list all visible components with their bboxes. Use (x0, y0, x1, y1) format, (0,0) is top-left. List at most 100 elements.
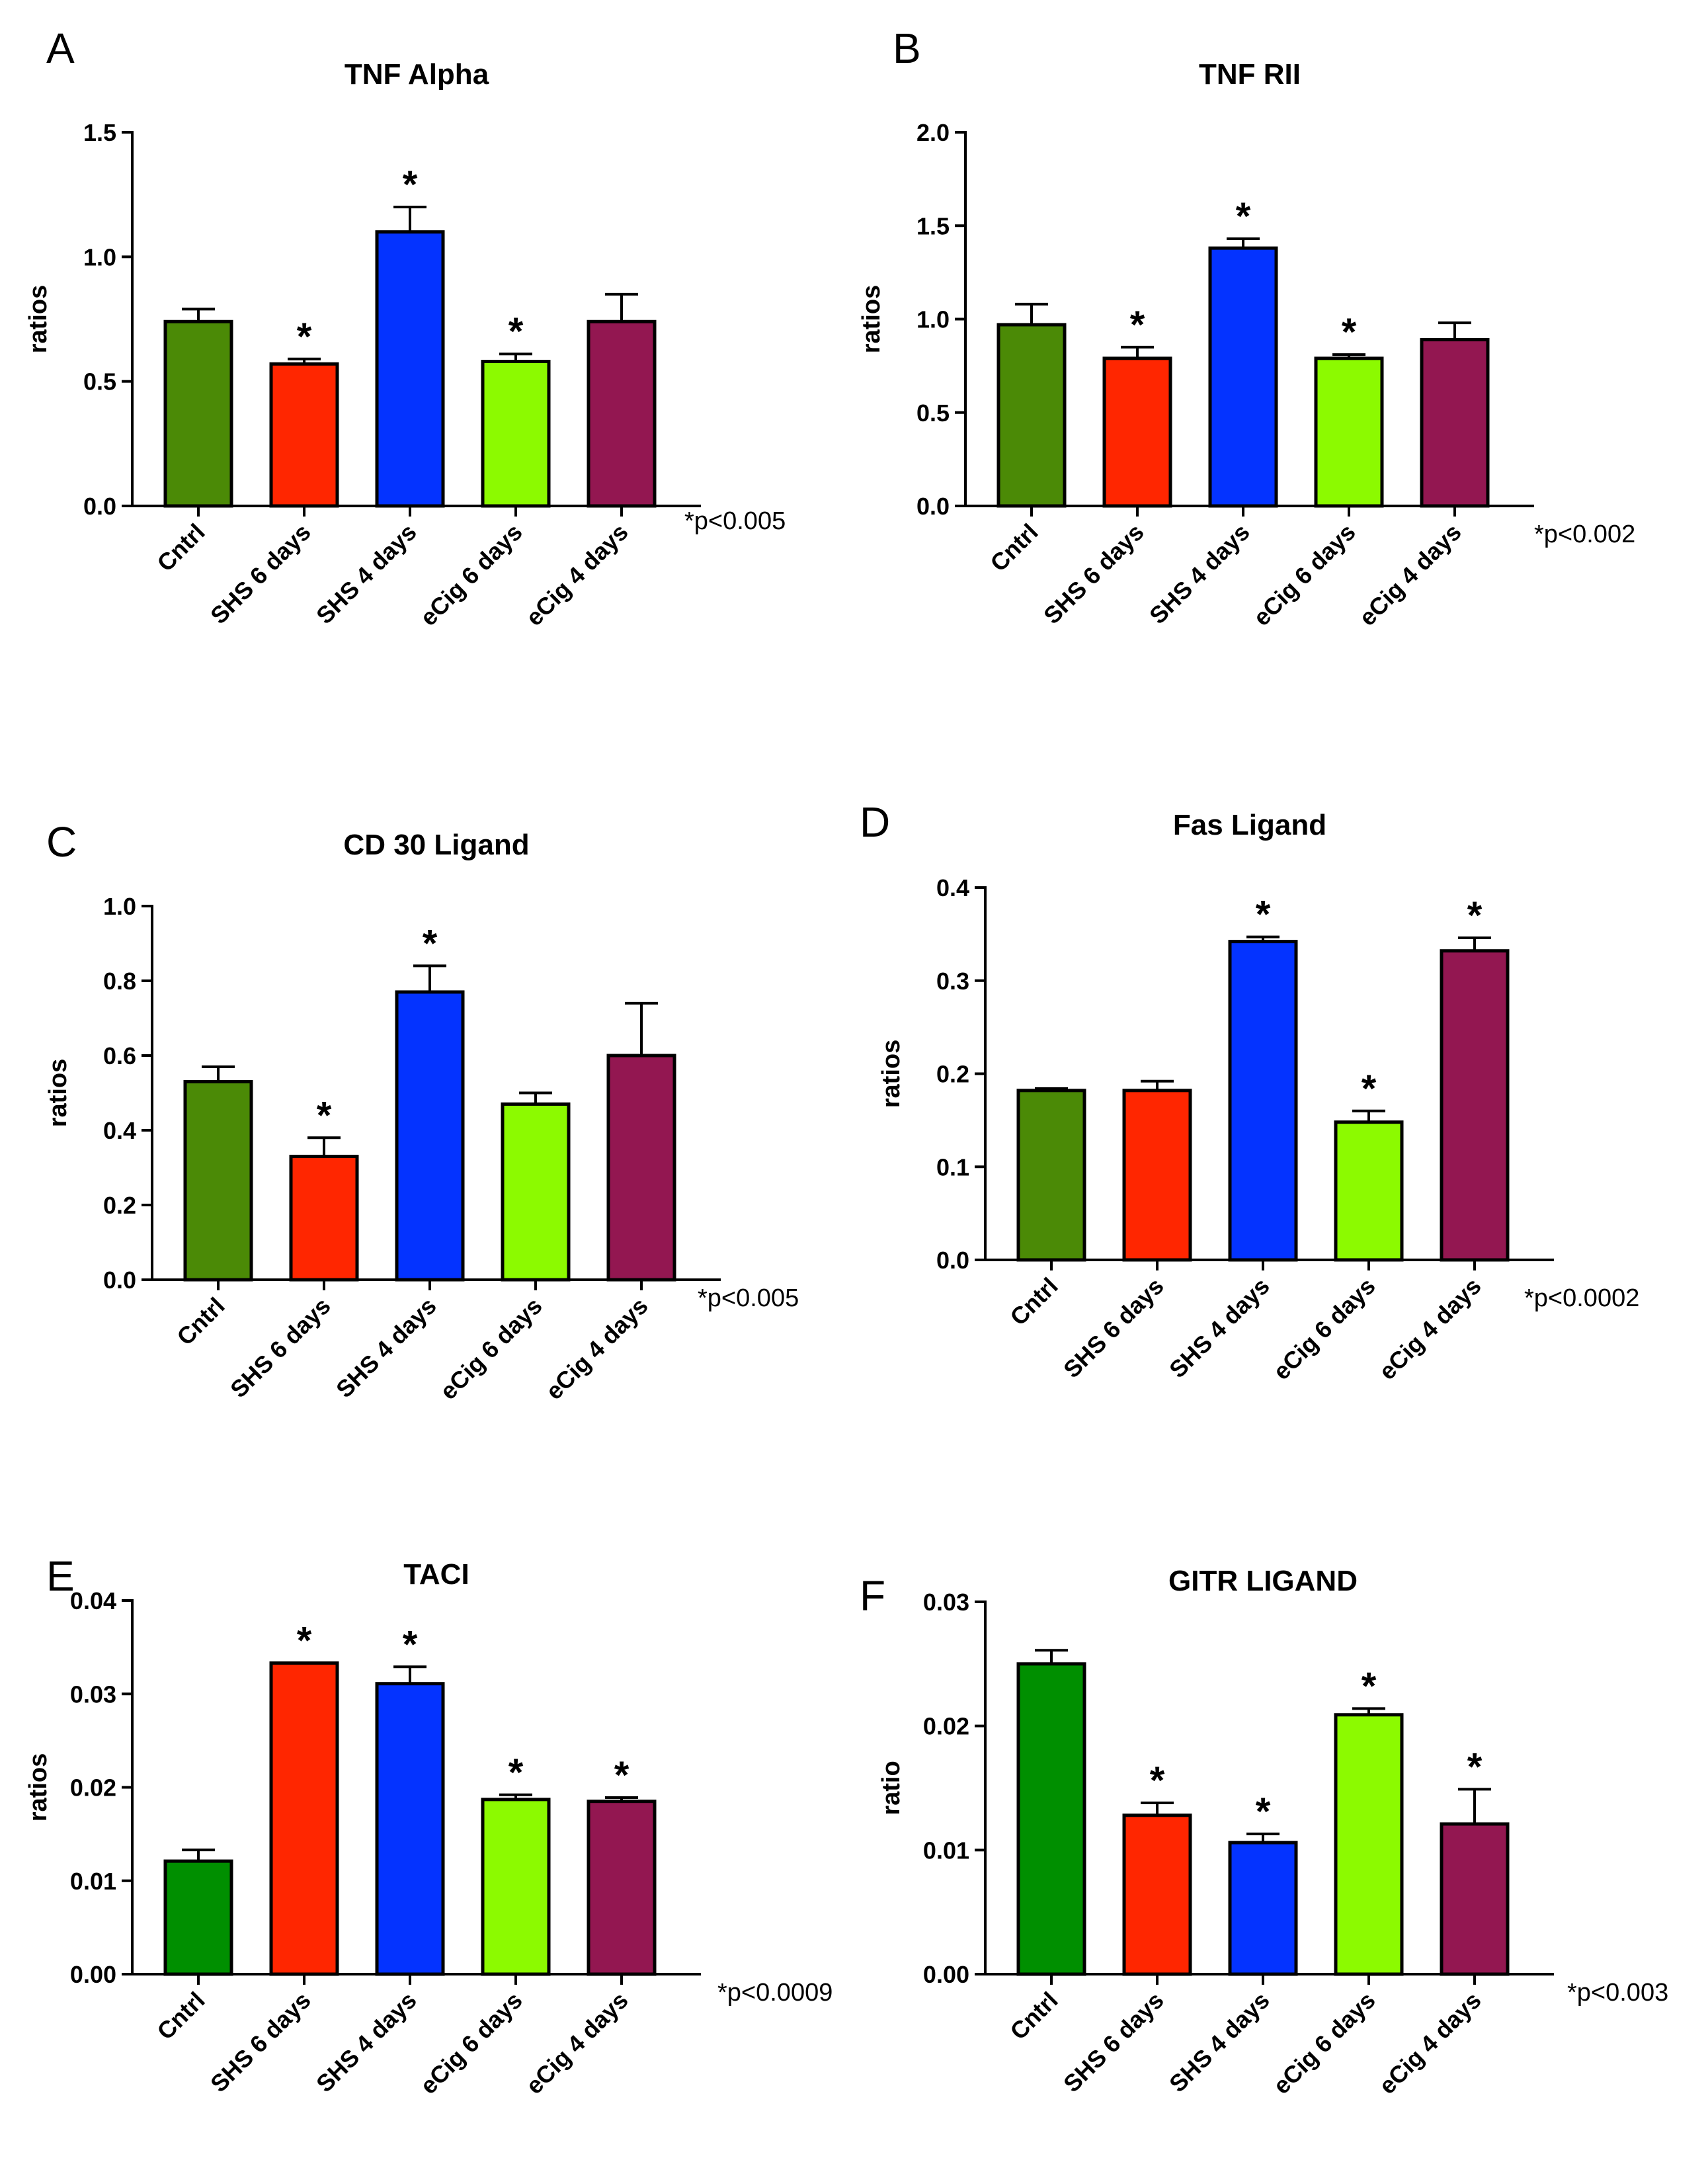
significance-marker: * (1256, 1790, 1271, 1833)
x-tick-label: eCig 6 days (434, 1292, 547, 1405)
bar-3 (395, 990, 465, 1282)
y-tick-label: 0.02 (70, 1774, 116, 1802)
y-axis-label: ratios (877, 1040, 905, 1108)
bar-4 (481, 1798, 551, 1976)
p-value-note: *p<0.005 (684, 507, 786, 535)
bar-1 (163, 1859, 233, 1976)
x-tick-label: eCig 4 days (520, 1987, 633, 2099)
bar-5 (606, 1054, 676, 1282)
x-tick-label: Cntrl (1004, 1272, 1063, 1331)
bar-4 (501, 1102, 571, 1282)
x-tick-label: SHS 4 days (1144, 519, 1255, 630)
x-tick-label: SHS 6 days (1058, 1987, 1169, 2098)
bar-1 (183, 1080, 253, 1282)
significance-marker: * (1362, 1067, 1377, 1110)
y-tick-label: 0.0 (83, 493, 116, 520)
significance-marker: * (297, 315, 312, 358)
y-tick-label: 0.0 (103, 1267, 136, 1294)
y-tick-label: 0.04 (70, 1587, 116, 1614)
x-tick-label: Cntrl (985, 519, 1043, 577)
x-tick-label: eCig 4 days (540, 1292, 653, 1405)
bar-1 (163, 319, 233, 508)
x-tick-label: SHS 4 days (1164, 1272, 1275, 1384)
bar-2 (1102, 356, 1172, 508)
y-tick-label: 0.03 (923, 1589, 969, 1616)
y-tick-label: 0.00 (70, 1961, 116, 1988)
significance-marker: * (1256, 894, 1271, 936)
significance-marker: * (614, 1754, 630, 1797)
chart-title: GITR LIGAND (1168, 1565, 1358, 1597)
significance-marker: * (1467, 894, 1483, 937)
significance-marker: * (317, 1094, 332, 1137)
x-tick-label: SHS 6 days (225, 1292, 336, 1403)
x-tick-label: SHS 6 days (1038, 519, 1149, 630)
panel-b: B TNF RII ratios 0.0 0.5 1.0 1.5 2.0 Cntrl * SHS 6… (858, 24, 1635, 631)
y-tick-label: 0.00 (923, 1961, 969, 1988)
panel-letter: B (893, 24, 921, 72)
y-tick-label: 0.0 (936, 1247, 969, 1274)
x-tick-label: eCig 4 days (520, 519, 633, 631)
y-tick-label: 0.2 (103, 1192, 136, 1219)
significance-marker: * (508, 310, 524, 353)
significance-marker: * (1342, 311, 1357, 354)
chart-title: CD 30 Ligand (343, 829, 529, 861)
bar-2 (289, 1155, 359, 1282)
x-tick-label: SHS 4 days (311, 519, 422, 630)
significance-marker: * (1236, 195, 1251, 238)
bar-1 (1016, 1089, 1086, 1262)
x-tick-label: eCig 6 days (1268, 1272, 1380, 1385)
bar-3 (1228, 1841, 1298, 1976)
x-tick-label: eCig 4 days (1373, 1272, 1486, 1385)
panel-letter: D (860, 798, 890, 846)
x-tick-label: Cntrl (171, 1292, 229, 1351)
y-tick-label: 0.2 (936, 1061, 969, 1088)
x-tick-label: Cntrl (1004, 1987, 1063, 2045)
chart-title: TNF RII (1199, 58, 1301, 91)
bar-3 (1228, 940, 1298, 1262)
y-tick-label: 0.01 (923, 1837, 969, 1864)
y-tick-label: 0.02 (923, 1713, 969, 1740)
y-tick-label: 1.0 (83, 243, 116, 270)
bar-5 (587, 1800, 657, 1976)
panel-e: E TACI ratios 0.00 0.01 0.02 0.03 0.04 Cntrl * SHS… (24, 1552, 833, 2099)
panel-letter: A (46, 24, 75, 72)
y-tick-label: 0.5 (83, 368, 116, 395)
x-tick-label: eCig 6 days (415, 519, 527, 631)
significance-marker: * (297, 1620, 312, 1663)
x-tick-label: SHS 6 days (1058, 1272, 1169, 1384)
y-tick-label: 1.0 (916, 306, 950, 333)
y-axis-label: ratios (44, 1059, 72, 1127)
x-tick-label: SHS 6 days (205, 1987, 316, 2098)
panel-d: D Fas Ligandratios0.00.10.20.30.4CntrlSHS… (860, 798, 1639, 1385)
p-value-note: *p<0.002 (1534, 520, 1635, 548)
bar-4 (1314, 356, 1384, 508)
x-tick-label: eCig 4 days (1373, 1987, 1486, 2099)
significance-marker: * (1362, 1665, 1377, 1708)
bar-2 (1122, 1089, 1192, 1262)
bar-1 (1016, 1662, 1086, 1976)
panel-f: F GITR LIGAND ratio 0.00 0.01 0.02 0.03 Cntrl * S… (860, 1565, 1668, 2099)
x-tick-label: eCig 4 days (1354, 519, 1466, 631)
y-axis-label: ratios (24, 285, 52, 353)
panel-letter: E (46, 1552, 75, 1600)
significance-marker: * (1130, 304, 1145, 347)
significance-marker: * (423, 922, 438, 965)
y-tick-label: 2.0 (916, 119, 950, 146)
y-tick-label: 1.5 (83, 119, 116, 146)
y-tick-label: 1.5 (916, 212, 950, 239)
p-value-note: *p<0.005 (698, 1284, 799, 1312)
y-tick-label: 1.0 (103, 893, 136, 920)
y-tick-label: 0.03 (70, 1681, 116, 1708)
y-tick-label: 0.0 (916, 493, 950, 520)
bar-5 (587, 319, 657, 508)
chart-title: Fas Ligand (1173, 809, 1326, 841)
significance-marker: * (403, 163, 418, 206)
y-tick-label: 0.5 (916, 399, 950, 427)
x-tick-label: Cntrl (151, 519, 210, 577)
bar-4 (1334, 1120, 1404, 1262)
x-tick-label: eCig 6 days (1248, 519, 1360, 631)
bar-5 (1440, 1822, 1510, 1976)
x-tick-label: eCig 6 days (1268, 1987, 1380, 2099)
bar-3 (1208, 246, 1278, 508)
